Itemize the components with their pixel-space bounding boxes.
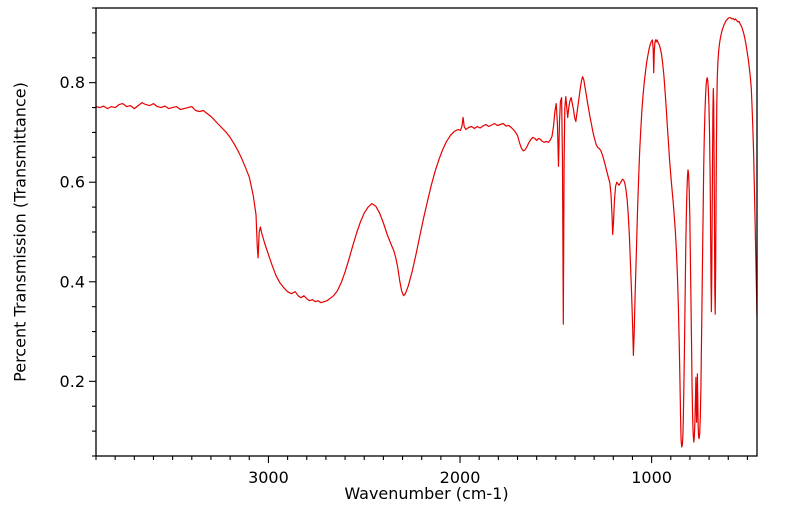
- y-tick-label: 0.4: [60, 272, 85, 291]
- x-tick-label: 3000: [248, 468, 289, 487]
- y-axis-label: Percent Transmission (Transmittance): [10, 82, 30, 382]
- y-axis-ticks: [89, 7, 96, 457]
- plot-frame: [95, 7, 758, 457]
- y-tick-label: 0.6: [60, 173, 85, 192]
- x-axis-ticks: [95, 456, 748, 463]
- x-axis-label: Wavenumber (cm-1): [344, 484, 509, 503]
- y-tick-label: 0.2: [60, 372, 85, 391]
- y-tick-label: 0.8: [60, 73, 85, 92]
- spectrum-line: [96, 16, 757, 448]
- tick-labels: 3000 2000 1000 0.2 0.4 0.6 0.8: [60, 73, 672, 487]
- x-tick-label: 2000: [440, 468, 481, 487]
- x-tick-label: 1000: [631, 468, 672, 487]
